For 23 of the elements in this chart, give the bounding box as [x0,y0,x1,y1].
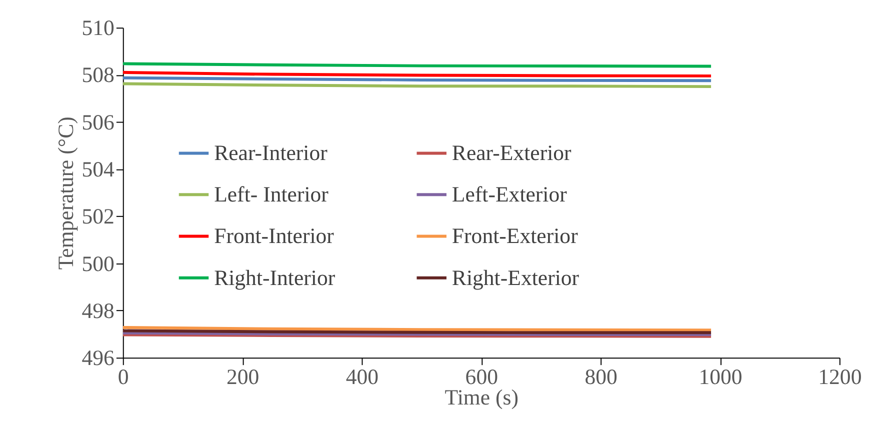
legend-label: Front-Exterior [452,224,579,248]
legend-label: Left- Interior [214,182,330,207]
legend-label: Front-Interior [214,224,335,248]
x-tick-label: 800 [584,364,618,389]
legend-label: Right-Exterior [452,266,580,290]
y-tick-label: 504 [82,157,115,182]
y-tick-label: 500 [82,252,115,276]
legend-label: Right-Interior [214,266,336,290]
x-tick-label: 1000 [698,364,742,389]
y-tick-label: 498 [82,298,115,323]
legend-label: Left-Exterior [452,182,568,207]
x-tick-label: 200 [226,364,260,389]
y-tick-label: 510 [82,16,115,40]
y-tick-label: 502 [82,204,114,229]
x-tick-label: 1200 [818,364,862,389]
legend-label: Rear-Interior [214,141,328,166]
legend-label: Rear-Exterior [452,141,572,166]
y-tick-label: 496 [82,346,115,370]
x-tick-label: 400 [346,364,379,389]
y-tick-label: 508 [82,63,115,88]
x-tick-label: 0 [118,364,129,389]
y-tick-label: 506 [82,110,115,134]
y-axis-title: Temperature (°C) [54,116,78,270]
